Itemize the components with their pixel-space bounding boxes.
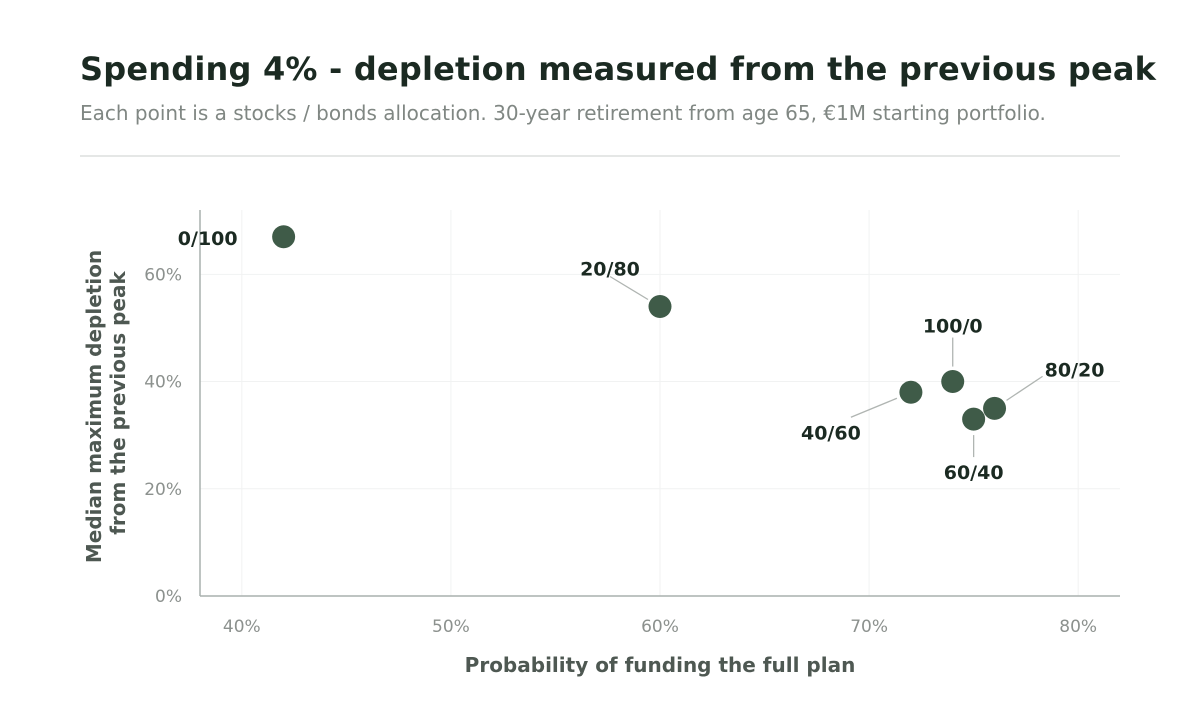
y-axis-title: Median maximum depletion from the previo… bbox=[82, 243, 130, 563]
chart-subtitle: Each point is a stocks / bonds allocatio… bbox=[80, 101, 1046, 125]
x-tick-labels: 40% 50% 60% 70% 80% bbox=[223, 617, 1097, 637]
header-divider bbox=[80, 155, 1120, 157]
label-leader-lines bbox=[609, 275, 1043, 458]
grid-lines bbox=[200, 210, 1120, 596]
x-tick-label: 70% bbox=[850, 617, 888, 637]
data-point bbox=[899, 380, 923, 404]
data-point bbox=[983, 396, 1007, 420]
y-tick-label: 20% bbox=[144, 480, 182, 500]
y-tick-label: 0% bbox=[155, 587, 182, 607]
data-points bbox=[272, 225, 1007, 431]
point-labels: 0/100 20/80 40/60 60/40 80/20 100/0 bbox=[178, 228, 1105, 484]
x-tick-label: 40% bbox=[223, 617, 261, 637]
y-tick-label: 60% bbox=[144, 265, 182, 285]
leader-line bbox=[850, 397, 898, 418]
point-label: 80/20 bbox=[1045, 359, 1105, 381]
y-axis-title-line-1: Median maximum depletion bbox=[82, 250, 106, 563]
data-point bbox=[648, 295, 672, 318]
y-tick-label: 40% bbox=[144, 373, 182, 393]
point-label: 60/40 bbox=[944, 462, 1004, 484]
point-label: 100/0 bbox=[923, 316, 983, 338]
point-label: 40/60 bbox=[801, 422, 861, 444]
leader-line bbox=[1006, 375, 1043, 401]
y-axis-title-line-2: from the previous peak bbox=[106, 271, 130, 535]
x-tick-label: 50% bbox=[432, 617, 470, 637]
leader-line bbox=[609, 275, 649, 301]
x-tick-label: 60% bbox=[641, 617, 679, 637]
x-tick-label: 80% bbox=[1059, 617, 1097, 637]
point-label: 0/100 bbox=[178, 228, 238, 250]
data-point bbox=[272, 225, 296, 249]
point-label: 20/80 bbox=[580, 259, 640, 281]
data-point bbox=[962, 407, 986, 431]
chart-title: Spending 4% - depletion measured from th… bbox=[80, 50, 1157, 88]
y-tick-labels: 0% 20% 40% 60% bbox=[144, 265, 182, 607]
data-point bbox=[941, 370, 965, 394]
x-axis-title: Probability of funding the full plan bbox=[465, 653, 856, 677]
